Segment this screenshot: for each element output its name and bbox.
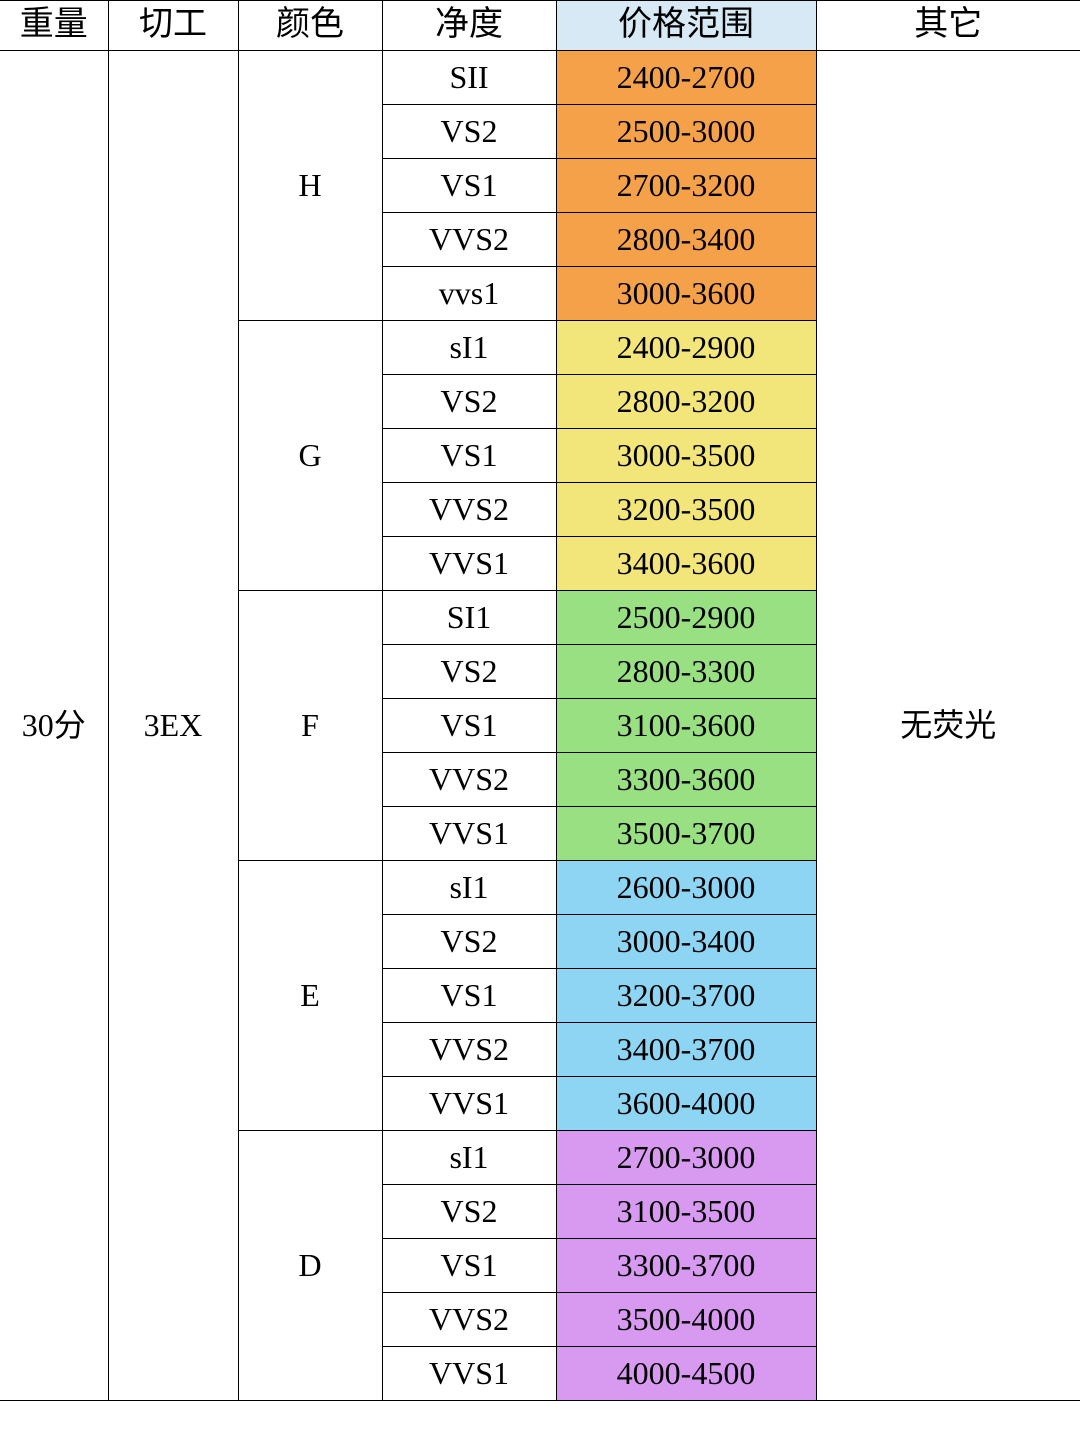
clarity-cell: VVS2 <box>382 483 556 537</box>
table-row: 30分3EXHSII2400-2700无荧光 <box>0 51 1080 105</box>
clarity-cell: VS2 <box>382 375 556 429</box>
price-cell: 2500-3000 <box>556 105 816 159</box>
price-cell: 3000-3500 <box>556 429 816 483</box>
clarity-cell: VVS2 <box>382 1023 556 1077</box>
price-cell: 3100-3500 <box>556 1185 816 1239</box>
price-cell: 3300-3700 <box>556 1239 816 1293</box>
color-cell: F <box>238 591 382 861</box>
col-price-header: 价格范围 <box>556 1 816 51</box>
price-cell: 2700-3000 <box>556 1131 816 1185</box>
price-cell: 3100-3600 <box>556 699 816 753</box>
clarity-cell: VVS1 <box>382 807 556 861</box>
clarity-cell: sI1 <box>382 1131 556 1185</box>
weight-cell: 30分 <box>0 51 108 1401</box>
clarity-cell: SI1 <box>382 591 556 645</box>
clarity-cell: VS1 <box>382 1239 556 1293</box>
clarity-cell: VS2 <box>382 915 556 969</box>
clarity-cell: vvs1 <box>382 267 556 321</box>
table-body: 30分3EXHSII2400-2700无荧光VS22500-3000VS1270… <box>0 51 1080 1401</box>
price-cell: 2800-3200 <box>556 375 816 429</box>
price-cell: 2400-2900 <box>556 321 816 375</box>
price-cell: 3500-4000 <box>556 1293 816 1347</box>
price-cell: 3000-3600 <box>556 267 816 321</box>
other-cell: 无荧光 <box>816 51 1080 1401</box>
price-cell: 3200-3500 <box>556 483 816 537</box>
clarity-cell: VS1 <box>382 969 556 1023</box>
price-cell: 2800-3400 <box>556 213 816 267</box>
clarity-cell: sI1 <box>382 861 556 915</box>
price-cell: 3600-4000 <box>556 1077 816 1131</box>
clarity-cell: VS2 <box>382 645 556 699</box>
color-cell: D <box>238 1131 382 1401</box>
clarity-cell: VVS1 <box>382 537 556 591</box>
color-cell: H <box>238 51 382 321</box>
price-cell: 2600-3000 <box>556 861 816 915</box>
price-cell: 2500-2900 <box>556 591 816 645</box>
price-cell: 3200-3700 <box>556 969 816 1023</box>
clarity-cell: VS1 <box>382 429 556 483</box>
color-cell: G <box>238 321 382 591</box>
price-table: 重量 切工 颜色 净度 价格范围 其它 30分3EXHSII2400-2700无… <box>0 0 1080 1401</box>
price-cell: 3400-3700 <box>556 1023 816 1077</box>
header-row: 重量 切工 颜色 净度 价格范围 其它 <box>0 1 1080 51</box>
clarity-cell: VS2 <box>382 1185 556 1239</box>
price-cell: 2800-3300 <box>556 645 816 699</box>
price-cell: 3500-3700 <box>556 807 816 861</box>
price-cell: 3300-3600 <box>556 753 816 807</box>
col-cut-header: 切工 <box>108 1 238 51</box>
clarity-cell: VVS2 <box>382 1293 556 1347</box>
clarity-cell: SII <box>382 51 556 105</box>
col-color-header: 颜色 <box>238 1 382 51</box>
clarity-cell: VS2 <box>382 105 556 159</box>
clarity-cell: VVS2 <box>382 213 556 267</box>
clarity-cell: sI1 <box>382 321 556 375</box>
price-cell: 3000-3400 <box>556 915 816 969</box>
price-cell: 2700-3200 <box>556 159 816 213</box>
page: 重量 切工 颜色 净度 价格范围 其它 30分3EXHSII2400-2700无… <box>0 0 1080 1439</box>
price-cell: 2400-2700 <box>556 51 816 105</box>
clarity-cell: VS1 <box>382 159 556 213</box>
clarity-cell: VVS1 <box>382 1347 556 1401</box>
clarity-cell: VVS1 <box>382 1077 556 1131</box>
color-cell: E <box>238 861 382 1131</box>
price-cell: 4000-4500 <box>556 1347 816 1401</box>
col-clarity-header: 净度 <box>382 1 556 51</box>
col-other-header: 其它 <box>816 1 1080 51</box>
price-cell: 3400-3600 <box>556 537 816 591</box>
clarity-cell: VVS2 <box>382 753 556 807</box>
col-weight-header: 重量 <box>0 1 108 51</box>
clarity-cell: VS1 <box>382 699 556 753</box>
cut-cell: 3EX <box>108 51 238 1401</box>
